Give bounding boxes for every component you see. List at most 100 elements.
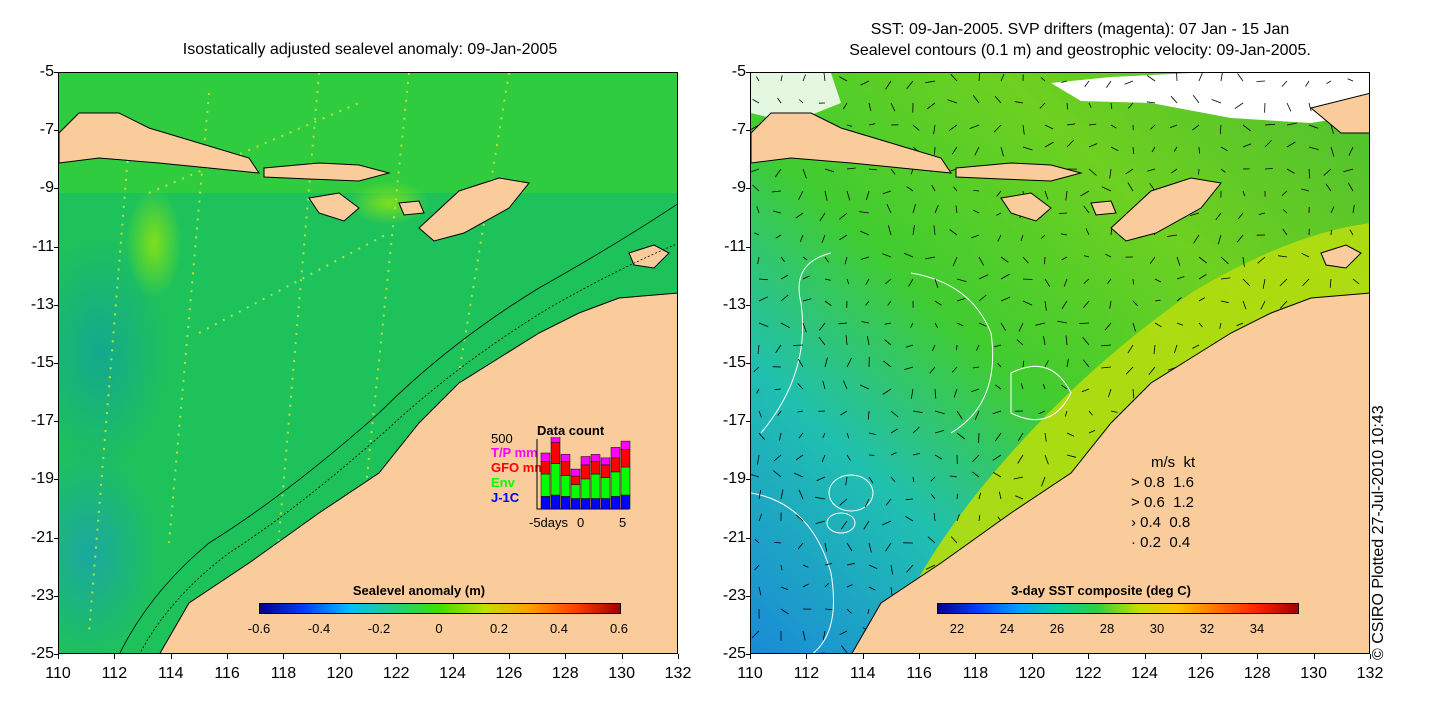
velocity-arrow <box>840 520 848 530</box>
velocity-arrow <box>933 124 936 135</box>
left-lat-label: -23 <box>30 586 54 604</box>
velocity-arrow <box>756 206 760 214</box>
velocity-arrow <box>1151 146 1156 153</box>
velocity-arrow <box>1132 146 1135 155</box>
right-lat-label: -13 <box>722 295 746 313</box>
velocity-arrow <box>1325 183 1332 192</box>
velocity-arrow <box>925 80 936 84</box>
velocity-arrow <box>819 212 826 222</box>
velocity-arrow <box>824 278 831 281</box>
velocity-arrow <box>888 225 892 236</box>
left-lat-tick <box>54 72 58 73</box>
velocity-arrow <box>839 212 848 220</box>
velocity-arrow <box>1280 300 1288 309</box>
velocity-arrow <box>950 73 958 82</box>
velocity-arrow <box>1282 228 1288 236</box>
sealevel-colorbar-label: 0.2 <box>489 621 509 636</box>
velocity-arrow <box>1000 73 1005 82</box>
left-lat-label: -15 <box>30 354 54 371</box>
velocity-arrow <box>1176 322 1184 326</box>
velocity-ms: 0.6 <box>1143 494 1165 511</box>
velocity-arrow <box>751 474 760 478</box>
velocity-arrow <box>753 366 760 373</box>
velocity-arrow <box>868 123 876 126</box>
velocity-arrow <box>926 102 936 110</box>
velocity-arrow <box>1278 255 1288 258</box>
data-count-xlabel-start: -5days <box>529 515 569 530</box>
velocity-legend-row: > 0.8 1.6 <box>1131 474 1194 491</box>
data-count-bar-gfo <box>610 457 621 473</box>
velocity-arrow <box>1132 388 1135 399</box>
velocity-arrow <box>1017 454 1024 464</box>
velocity-arrow <box>934 300 942 306</box>
velocity-arrow <box>818 336 826 346</box>
velocity-arrow <box>1088 410 1093 416</box>
left-lat-tick <box>54 188 58 190</box>
velocity-arrow <box>950 536 958 544</box>
velocity-arrow <box>884 339 892 346</box>
legend-env: Env <box>491 475 515 490</box>
velocity-arrow <box>1258 212 1266 215</box>
left-lon-tick <box>170 654 172 659</box>
velocity-arrow <box>1061 256 1068 261</box>
velocity-arrow <box>1132 300 1138 307</box>
data-count-bar-tp <box>590 454 601 462</box>
data-count-bar-tp <box>560 454 571 462</box>
velocity-arrow <box>1176 652 1177 653</box>
velocity-arrow <box>752 99 760 104</box>
sst-map[interactable]: m/s kt > 0.8 1.6 > 0.6 1.2 › 0.4 0.8 · 0… <box>750 72 1370 654</box>
velocity-arrow <box>1022 278 1033 280</box>
velocity-arrow <box>932 344 936 351</box>
right-lon-tick <box>919 654 921 659</box>
velocity-arrow <box>925 256 936 260</box>
velocity-arrow <box>1042 383 1046 390</box>
velocity-arrow <box>1044 432 1047 442</box>
velocity-arrow <box>1343 168 1354 173</box>
velocity-arrow <box>925 564 936 570</box>
velocity-arrow <box>1330 206 1335 214</box>
velocity-arrow <box>821 454 826 463</box>
velocity-arrow <box>868 432 876 435</box>
velocity-arrow <box>797 358 804 368</box>
data-count-bar-jc <box>540 496 551 510</box>
sealevel-anomaly-map[interactable]: Sealevel anomaly (m) -0.6 -0.4 -0.2 0 0.… <box>58 72 678 654</box>
velocity-arrow <box>797 410 804 413</box>
velocity-arrow <box>865 300 870 306</box>
velocity-arrow <box>1110 146 1119 152</box>
velocity-arrow <box>1301 252 1310 258</box>
velocity-arrow <box>882 190 892 195</box>
velocity-arrow <box>1044 190 1049 200</box>
velocity-arrow <box>1080 190 1090 197</box>
velocity-arrow <box>1262 278 1266 289</box>
velocity-arrow <box>1017 432 1024 442</box>
velocity-arrow <box>1061 384 1068 390</box>
velocity-arrow <box>1124 80 1134 85</box>
data-count-bar-tp <box>620 440 631 450</box>
left-lon-label: 114 <box>157 665 184 682</box>
velocity-arrow <box>1192 95 1200 104</box>
right-lon-tick <box>1144 654 1146 659</box>
right-lon-label: 128 <box>1243 665 1271 682</box>
velocity-arrow <box>912 426 920 434</box>
velocity-arrow <box>1104 322 1112 331</box>
right-lat-tick <box>746 421 750 423</box>
velocity-arrow <box>752 184 760 192</box>
velocity-arrow <box>952 256 958 267</box>
data-count-max-label: 500 <box>491 431 513 446</box>
left-lat-label: -11 <box>32 237 54 255</box>
velocity-arrow <box>890 168 896 175</box>
velocity-arrow <box>758 489 762 500</box>
velocity-arrow <box>1079 322 1090 324</box>
velocity-arrow <box>1000 322 1006 331</box>
velocity-arrow <box>1176 73 1178 82</box>
velocity-arrow <box>934 454 943 460</box>
velocity-arrow <box>1085 228 1090 236</box>
velocity-arrow <box>953 388 958 398</box>
right-lon-label: 132 <box>1356 665 1384 682</box>
sst-colorbar-label: 34 <box>1249 621 1265 636</box>
velocity-arrow <box>1176 276 1185 280</box>
velocity-arrow <box>1043 336 1046 346</box>
velocity-arrow <box>884 278 892 285</box>
velocity-arrow <box>904 366 914 370</box>
velocity-arrow <box>1035 322 1046 326</box>
